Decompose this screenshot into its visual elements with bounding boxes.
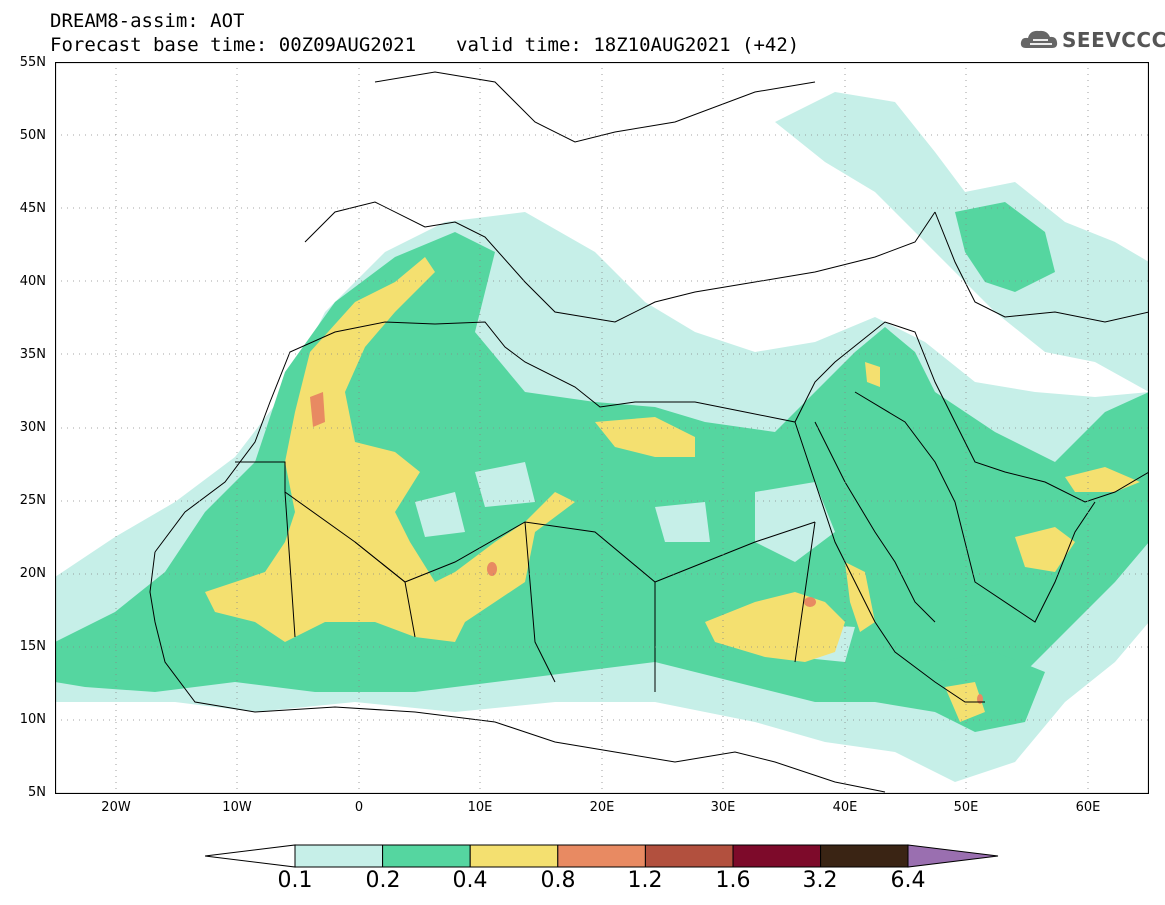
colorbar-cell	[644, 844, 734, 868]
aot-colorbar	[205, 844, 999, 868]
lon-label: 0	[354, 800, 364, 815]
colorbar-label: 1.2	[627, 868, 663, 893]
aot-forecast-map	[55, 62, 1149, 794]
lat-label: 15N	[19, 639, 46, 654]
lat-label: 30N	[19, 420, 46, 435]
colorbar-label: 1.6	[715, 868, 751, 893]
lat-label: 5N	[28, 785, 46, 800]
lon-label: 20E	[589, 800, 615, 815]
colorbar-cell	[820, 844, 909, 868]
logo-text: SEEVCCC	[1062, 28, 1165, 52]
colorbar-label: 0.1	[277, 868, 313, 893]
lat-lon-grid	[55, 62, 1149, 794]
aot-band-0.4-0.8	[205, 257, 1140, 722]
colorbar-label: 0.8	[540, 868, 576, 893]
colorbar-low-arrow	[205, 844, 296, 868]
colorbar-cell	[294, 844, 384, 868]
colorbar-label: 0.4	[452, 868, 488, 893]
coastlines	[149, 71, 1149, 793]
colorbar-label: 3.2	[802, 868, 838, 893]
colorbar-cell	[469, 844, 559, 868]
lat-label: 50N	[19, 128, 46, 143]
forecast-times: Forecast base time: 00Z09AUG2021 valid ti…	[50, 34, 799, 56]
colorbar-label: 0.2	[365, 868, 401, 893]
map-frame	[55, 62, 1149, 794]
lat-label: 20N	[19, 566, 46, 581]
lon-label: 60E	[1075, 800, 1101, 815]
colorbar-cell	[732, 844, 822, 868]
lon-label: 30E	[710, 800, 736, 815]
lat-label: 25N	[19, 493, 46, 508]
colorbar-cell	[382, 844, 471, 868]
colorbar-label: 6.4	[890, 868, 926, 893]
colorbar-high-arrow	[907, 844, 999, 868]
lat-label: 10N	[19, 712, 46, 727]
cloud-logo-icon	[1020, 30, 1058, 48]
lat-label: 55N	[19, 55, 46, 70]
lat-label: 40N	[19, 274, 46, 289]
lon-label: 10W	[222, 800, 252, 815]
colorbar-cell	[557, 844, 646, 868]
valid-time: valid time: 18Z10AUG2021 (+42)	[456, 34, 800, 56]
lat-label: 35N	[19, 347, 46, 362]
map-title: DREAM8-assim: AOT	[50, 10, 245, 32]
lat-label: 45N	[19, 201, 46, 216]
lon-label: 10E	[467, 800, 493, 815]
base-time: Forecast base time: 00Z09AUG2021	[50, 34, 417, 56]
lon-label: 50E	[953, 800, 979, 815]
lon-label: 20W	[101, 800, 131, 815]
lon-label: 40E	[832, 800, 858, 815]
